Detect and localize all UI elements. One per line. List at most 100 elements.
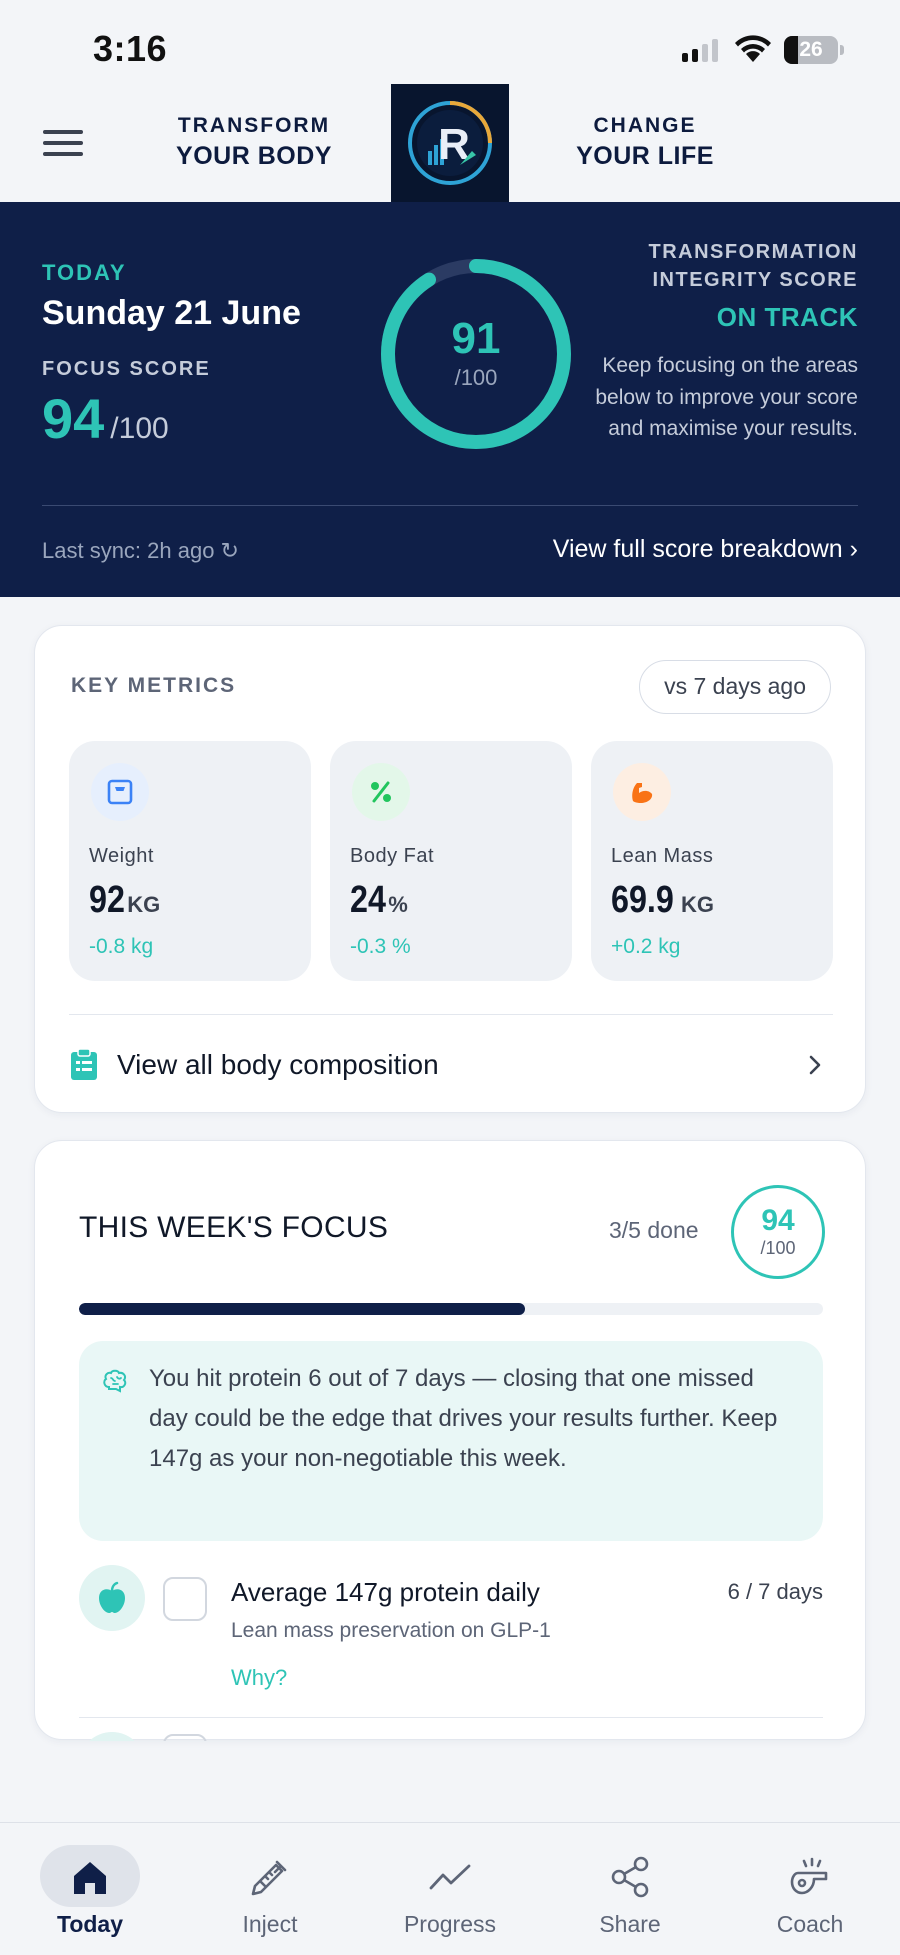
next-task-icon — [79, 1732, 145, 1741]
tab-share[interactable]: Share — [540, 1823, 720, 1955]
tagline-change: CHANGE YOUR LIFE — [560, 114, 730, 171]
tagline-left-top: TRANSFORM — [177, 114, 331, 137]
integrity-title-line2: INTEGRITY SCORE — [652, 269, 858, 291]
home-icon — [66, 1853, 114, 1901]
weekly-progress-bar — [79, 1303, 823, 1315]
focus-score-label: FOCUS SCORE — [42, 358, 211, 380]
integrity-description: Keep focusing on the areas below to impr… — [595, 354, 858, 440]
percent-icon — [352, 763, 410, 821]
coach-tip: You hit protein 6 out of 7 days — closin… — [79, 1341, 823, 1541]
tagline-left-bottom: YOUR BODY — [176, 142, 332, 170]
trend-line-icon — [426, 1853, 474, 1901]
clipboard-icon — [71, 1048, 97, 1080]
logo-emblem: R — [408, 101, 492, 185]
wifi-icon — [735, 35, 771, 62]
coach-whistle-icon — [786, 1853, 834, 1901]
tab-today[interactable]: Today — [0, 1823, 180, 1955]
chevron-right-icon — [809, 1055, 821, 1075]
next-task-peek — [79, 1726, 823, 1741]
app-logo[interactable]: R — [391, 84, 509, 202]
metric-value: 69.9 KG — [611, 879, 714, 922]
metric-weight[interactable]: Weight 92 KG -0.8 kg — [69, 741, 311, 981]
current-date: Sunday 21 June — [42, 294, 301, 332]
task-checkbox[interactable] — [163, 1577, 207, 1621]
integrity-title-line1: TRANSFORMATION — [648, 241, 858, 263]
share-icon — [606, 1853, 654, 1901]
divider — [79, 1717, 823, 1718]
coach-tip-text: You hit protein 6 out of 7 days — closin… — [149, 1365, 778, 1472]
metric-label: Body Fat — [350, 845, 435, 867]
tagline-right-top: CHANGE — [593, 114, 697, 137]
integrity-score-readout: 91 /100 — [376, 254, 576, 454]
flexed-arm-icon — [613, 763, 671, 821]
key-metrics-title: KEY METRICS — [71, 674, 237, 697]
tab-label: Progress — [403, 1911, 497, 1937]
focus-score: 94 /100 — [42, 386, 169, 451]
cellular-signal-icon — [682, 38, 718, 62]
metric-value: 92 KG — [89, 879, 160, 922]
brain-icon — [103, 1369, 127, 1393]
tab-label: Share — [599, 1911, 661, 1937]
tab-label: Today — [56, 1911, 124, 1937]
weekly-score-value: 94 — [761, 1203, 795, 1237]
integrity-score-ring — [381, 259, 571, 449]
weekly-focus-card: THIS WEEK'S FOCUS 3/5 done 94 /100 You h… — [34, 1140, 866, 1741]
metric-delta: -0.8 kg — [89, 935, 154, 958]
metric-number: 92 — [89, 879, 125, 921]
focus-score-denominator: /100 — [110, 412, 169, 445]
metric-unit: KG — [680, 892, 714, 917]
app-header: TRANSFORM YOUR BODY R CHANGE YOUR LIFE — [0, 84, 900, 202]
hamburger-menu-icon[interactable] — [43, 128, 83, 158]
tagline-transform: TRANSFORM YOUR BODY — [160, 114, 348, 171]
task-count: 6 / 7 days — [727, 1579, 823, 1604]
last-sync[interactable]: Last sync: 2h ago ↻ — [42, 538, 239, 563]
key-metrics-card: KEY METRICS vs 7 days ago Weight 92 KG -… — [34, 625, 866, 1113]
next-task-checkbox[interactable] — [163, 1734, 207, 1741]
metric-number: 24 — [350, 879, 386, 921]
score-breakdown-link[interactable]: View full score breakdown › — [552, 535, 858, 563]
weekly-score-badge: 94 /100 — [731, 1185, 825, 1279]
weekly-focus-progress-text: 3/5 done — [609, 1217, 699, 1243]
metric-delta: -0.3 % — [350, 935, 411, 958]
tab-label: Coach — [776, 1911, 844, 1937]
metric-value: 24 % — [350, 879, 408, 922]
score-hero-panel: TODAY Sunday 21 June FOCUS SCORE 94 /100… — [0, 202, 900, 597]
view-body-composition-link[interactable]: View all body composition — [69, 1032, 833, 1098]
apple-icon — [79, 1565, 145, 1631]
divider — [69, 1014, 833, 1015]
metric-label: Weight — [89, 845, 154, 867]
tab-progress[interactable]: Progress — [360, 1823, 540, 1955]
battery-percentage: 26 — [799, 38, 823, 61]
today-label: TODAY — [42, 260, 127, 285]
status-bar: 3:16 26 — [0, 0, 900, 84]
bottom-tab-bar: Today Inject Progress Share — [0, 1822, 900, 1955]
metric-lean-mass[interactable]: Lean Mass 69.9 KG +0.2 kg — [591, 741, 833, 981]
battery-icon: 26 — [784, 36, 844, 64]
metric-unit: % — [388, 892, 408, 917]
tagline-right-bottom: YOUR LIFE — [576, 142, 714, 170]
comparison-period-button[interactable]: vs 7 days ago — [639, 660, 831, 714]
metric-delta: +0.2 kg — [611, 935, 681, 958]
weekly-focus-title: THIS WEEK'S FOCUS — [79, 1211, 389, 1244]
task-why-link[interactable]: Why? — [231, 1665, 288, 1690]
tab-coach[interactable]: Coach — [720, 1823, 900, 1955]
integrity-score-title: TRANSFORMATION INTEGRITY SCORE — [598, 238, 858, 294]
focus-task-protein: Average 147g protein daily Lean mass pre… — [79, 1565, 823, 1705]
metric-body-fat[interactable]: Body Fat 24 % -0.3 % — [330, 741, 572, 981]
focus-score-value: 94 — [42, 387, 105, 450]
scale-icon — [91, 763, 149, 821]
status-time: 3:16 — [93, 28, 168, 69]
syringe-icon — [246, 1853, 294, 1901]
integrity-score-value: 91 — [451, 314, 501, 363]
weekly-score-denominator: /100 — [760, 1237, 796, 1258]
task-subtitle: Lean mass preservation on GLP-1 — [231, 1619, 551, 1642]
tab-inject[interactable]: Inject — [180, 1823, 360, 1955]
task-name: Average 147g protein daily — [231, 1577, 540, 1607]
divider — [42, 505, 858, 506]
integrity-status: ON TRACK — [716, 302, 858, 332]
metric-unit: KG — [127, 892, 161, 917]
metric-label: Lean Mass — [611, 845, 714, 867]
metric-number: 69.9 — [611, 879, 674, 921]
integrity-score-denominator: /100 — [454, 365, 498, 390]
tab-label: Inject — [242, 1911, 298, 1937]
